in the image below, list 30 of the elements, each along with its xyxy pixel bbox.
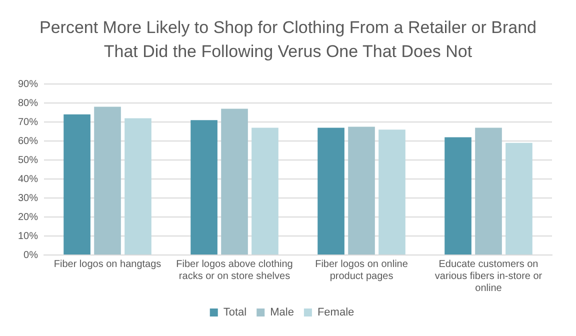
x-tick-label: Fiber logos on hangtags xyxy=(54,258,162,270)
legend-label: Male xyxy=(270,306,294,319)
y-tick-label: 20% xyxy=(18,212,38,223)
bar xyxy=(444,137,472,254)
y-tick-label: 90% xyxy=(18,78,38,90)
legend-label: Female xyxy=(317,306,354,319)
x-tick-label: Fiber logos on online product pages xyxy=(315,258,408,282)
bar xyxy=(318,128,344,254)
y-tick-label: 40% xyxy=(18,174,38,185)
bar xyxy=(506,142,532,254)
bar xyxy=(124,118,152,254)
y-tick-label: 50% xyxy=(18,154,38,166)
bar xyxy=(94,106,121,254)
legend-label: Total xyxy=(223,306,247,319)
bar xyxy=(475,128,502,254)
bar xyxy=(252,128,278,254)
bar xyxy=(190,120,218,254)
chart-title: Percent More Likely to Shop for Clothing From a Retailer or Brand That Did the Following Verus One That Does Not xyxy=(38,17,538,63)
x-tick-label: Educate customers on various fibers in-store or online xyxy=(434,258,543,294)
y-tick-label: 30% xyxy=(18,192,38,204)
bar xyxy=(378,130,406,254)
bar xyxy=(348,126,375,254)
bar xyxy=(64,114,90,254)
y-tick-label: 70% xyxy=(18,116,38,128)
y-tick-label: 60% xyxy=(18,136,38,147)
y-tick-label: 0% xyxy=(24,250,38,261)
y-tick-label: 10% xyxy=(18,230,38,242)
x-tick-label: Fiber logos above clothing racks or on store shelves xyxy=(176,258,293,282)
bar xyxy=(221,108,248,254)
y-tick-label: 80% xyxy=(18,98,38,109)
